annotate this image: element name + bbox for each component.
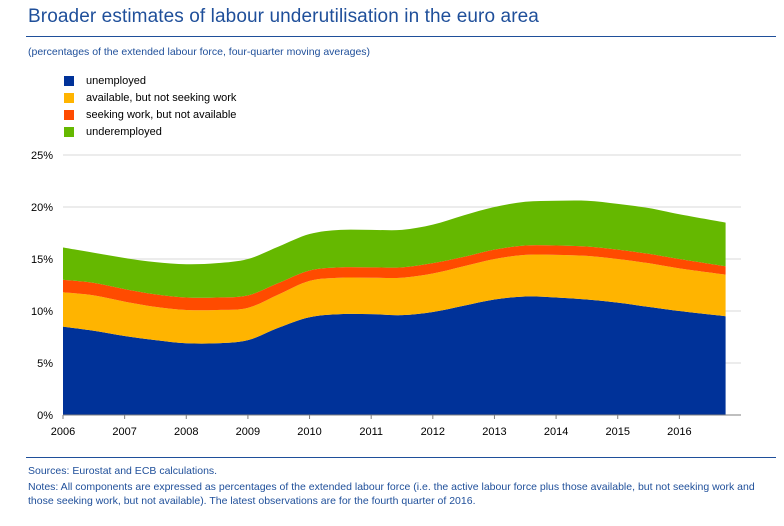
axes xyxy=(62,414,741,419)
sources-note: Sources: Eurostat and ECB calculations. xyxy=(28,465,218,477)
y-tick-label: 0% xyxy=(37,410,53,422)
x-tick-label: 2013 xyxy=(482,426,506,438)
chart-subtitle: (percentages of the extended labour forc… xyxy=(28,46,371,58)
y-tick-label: 20% xyxy=(31,202,53,214)
legend-item: unemployed xyxy=(64,72,236,89)
y-tick-label: 5% xyxy=(37,358,53,370)
x-tick-label: 2014 xyxy=(544,426,568,438)
legend-label: seeking work, but not available xyxy=(86,108,237,121)
y-tick-labels: 0% 5% 10% 15% 20% 25% xyxy=(31,150,53,422)
footer-divider xyxy=(26,457,776,458)
chart-legend: unemployed available, but not seeking wor… xyxy=(64,72,236,140)
legend-swatch xyxy=(64,75,74,86)
chart-title: Broader estimates of labour underutilisa… xyxy=(28,6,539,27)
x-tick-label: 2016 xyxy=(667,426,691,438)
legend-swatch xyxy=(64,109,74,120)
x-tick-labels: 2006 2007 2008 2009 2010 2011 2012 2013 2014 2015… xyxy=(51,426,692,438)
y-tick-label: 10% xyxy=(31,306,53,318)
x-tick-label: 2015 xyxy=(605,426,629,438)
legend-label: available, but not seeking work xyxy=(86,91,237,104)
y-tick-label: 15% xyxy=(31,254,53,266)
x-tick-label: 2006 xyxy=(51,426,75,438)
legend-item: underemployed xyxy=(64,123,236,140)
legend-label: underemployed xyxy=(86,125,162,138)
area-series xyxy=(63,200,726,415)
legend-swatch xyxy=(64,92,74,103)
legend-swatch xyxy=(64,126,74,137)
x-tick-label: 2011 xyxy=(359,426,383,438)
title-divider xyxy=(26,36,776,37)
legend-item: available, but not seeking work xyxy=(64,89,236,106)
area-series-2 xyxy=(63,254,726,344)
x-tick-label: 2012 xyxy=(421,426,445,438)
x-tick-label: 2009 xyxy=(236,426,260,438)
y-tick-label: 25% xyxy=(31,150,53,162)
area-series-1 xyxy=(63,296,726,415)
x-tick-label: 2008 xyxy=(174,426,198,438)
legend-label: unemployed xyxy=(86,74,146,87)
area-series-3 xyxy=(63,245,726,311)
stacked-area-chart: 0% 5% 10% 15% 20% 25% 2006 2007 2008 2009 2010 201… xyxy=(31,150,741,438)
legend-item: seeking work, but not available xyxy=(64,106,236,123)
x-tick-label: 2007 xyxy=(112,426,136,438)
x-tick-label: 2010 xyxy=(297,426,321,438)
area-series-4 xyxy=(63,200,726,298)
notes-text: Notes: All components are expressed as p… xyxy=(28,481,755,507)
